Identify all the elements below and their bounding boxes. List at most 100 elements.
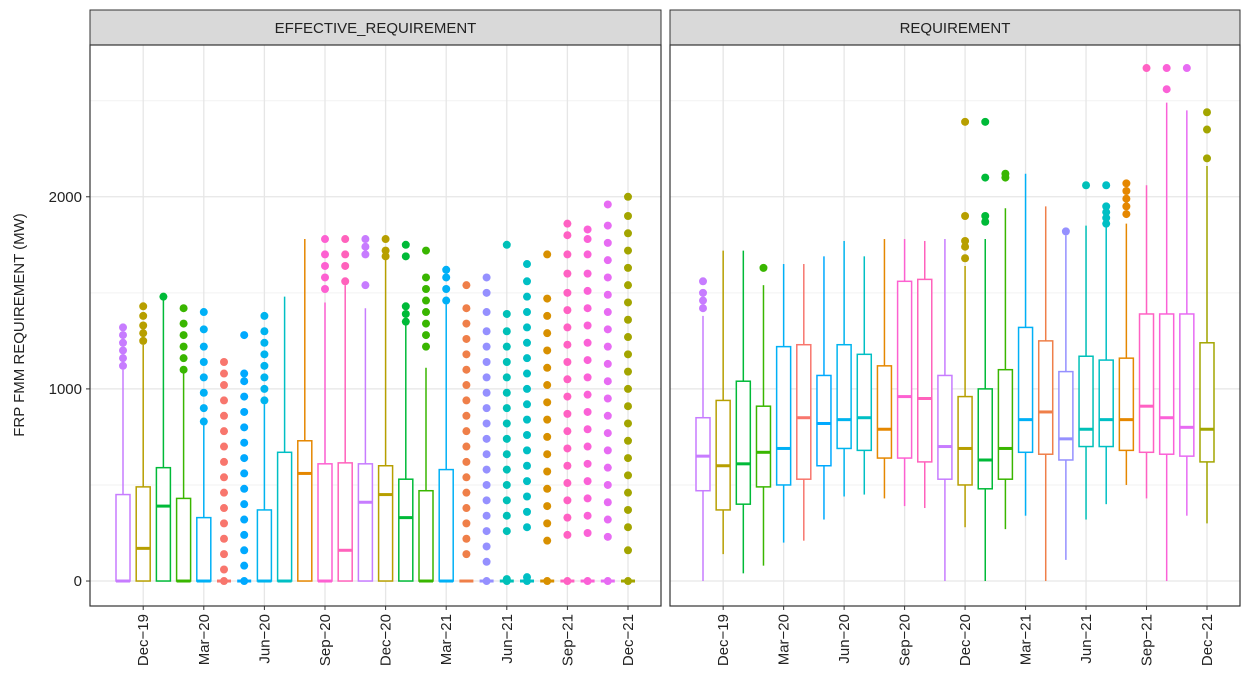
outlier <box>624 246 632 255</box>
outlier <box>341 235 350 244</box>
outlier <box>981 173 990 182</box>
outlier <box>482 465 491 474</box>
outlier <box>583 269 592 278</box>
box <box>796 343 812 480</box>
box <box>135 486 151 582</box>
outlier <box>260 327 269 336</box>
outlier <box>961 117 970 126</box>
box <box>418 489 434 582</box>
outlier <box>624 471 632 480</box>
outlier <box>462 411 471 420</box>
outlier <box>603 200 612 209</box>
outlier <box>624 419 632 428</box>
outlier <box>199 358 208 367</box>
box <box>1138 313 1155 454</box>
outlier <box>563 461 572 470</box>
outlier <box>563 513 572 522</box>
outlier <box>502 575 511 584</box>
box <box>1037 340 1054 455</box>
outlier <box>482 511 491 520</box>
outlier <box>401 302 410 311</box>
outlier <box>583 390 592 399</box>
outlier <box>361 281 370 290</box>
outlier <box>624 229 632 238</box>
outlier <box>482 419 491 428</box>
outlier <box>502 309 511 318</box>
outlier <box>220 427 228 436</box>
outlier <box>220 411 228 420</box>
x-tick-label: Dec−19 <box>135 614 152 666</box>
outlier <box>583 286 592 295</box>
outlier <box>240 515 249 524</box>
outlier <box>583 442 592 451</box>
outlier <box>603 446 612 455</box>
outlier <box>603 515 612 524</box>
outlier <box>422 273 430 282</box>
outlier <box>624 546 632 555</box>
box <box>317 463 333 582</box>
outlier <box>220 565 228 574</box>
outlier <box>502 404 511 413</box>
outlier <box>603 498 612 507</box>
outlier <box>119 323 127 332</box>
outlier <box>401 252 410 261</box>
outlier <box>543 519 552 528</box>
outlier <box>523 323 531 332</box>
outlier <box>603 342 612 351</box>
outlier <box>139 329 148 338</box>
box <box>1118 357 1135 452</box>
outlier <box>1001 169 1010 178</box>
outlier <box>240 484 249 493</box>
outlier <box>624 505 632 514</box>
outlier <box>220 504 228 513</box>
box <box>377 465 394 582</box>
box <box>1158 313 1175 455</box>
outlier <box>543 311 552 320</box>
outlier <box>624 315 632 324</box>
outlier <box>260 361 269 370</box>
outlier <box>482 577 491 586</box>
box <box>196 516 212 582</box>
outlier <box>583 304 592 313</box>
outlier <box>482 542 491 551</box>
outlier <box>583 425 592 434</box>
outlier <box>341 277 350 286</box>
outlier <box>260 396 269 405</box>
outlier <box>1142 64 1151 73</box>
outlier <box>502 496 511 505</box>
outlier <box>422 246 430 255</box>
outlier <box>583 577 592 586</box>
outlier <box>523 308 531 317</box>
outlier <box>563 288 572 297</box>
outlier <box>240 331 249 340</box>
outlier <box>981 117 990 126</box>
outlier <box>462 381 471 390</box>
outlier <box>321 261 329 270</box>
outlier <box>260 373 269 382</box>
outlier <box>543 467 552 476</box>
outlier <box>502 240 511 249</box>
outlier <box>220 457 228 466</box>
x-tick-label: Dec−21 <box>620 614 637 666</box>
y-tick-label: 2000 <box>49 189 82 206</box>
outlier <box>220 369 228 378</box>
x-tick-label: Sep−21 <box>1139 614 1156 666</box>
outlier <box>543 250 552 259</box>
outlier <box>482 450 491 459</box>
outlier <box>462 350 471 359</box>
box <box>876 365 893 459</box>
outlier <box>502 388 511 397</box>
outlier <box>1122 194 1131 203</box>
outlier <box>220 577 228 586</box>
outlier <box>563 427 572 436</box>
outlier <box>240 407 249 416</box>
outlier <box>482 327 491 336</box>
outlier <box>240 454 249 463</box>
outlier <box>179 304 188 313</box>
outlier <box>442 265 451 274</box>
outlier <box>523 492 531 501</box>
outlier <box>543 329 552 338</box>
x-tick-label: Dec−20 <box>378 614 395 666</box>
outlier <box>119 361 127 370</box>
outlier <box>523 354 531 363</box>
